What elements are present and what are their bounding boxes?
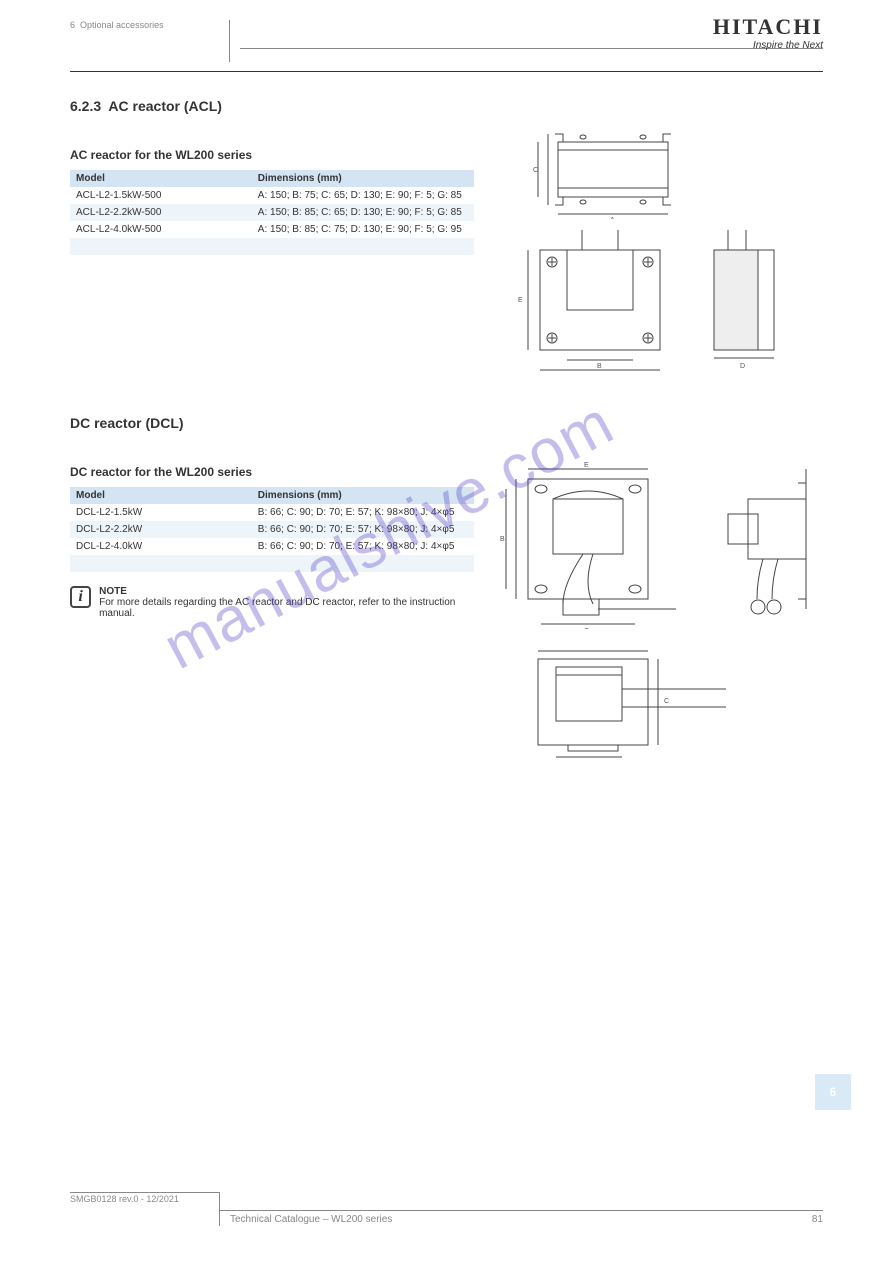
cell: DCL-L2-2.2kW [70,521,252,538]
acl-intro: AC reactor for the WL200 series [70,148,474,162]
dcl-diagram-bottom: D C [518,645,728,765]
section-heading: 6.2.3 AC reactor (ACL) [70,98,823,114]
brand-logo-text: HITACHI [713,14,823,40]
section-title-text: AC reactor (ACL) [108,98,222,114]
dcl-block: DC reactor for the WL200 series Model Di… [70,441,823,768]
info-icon: i [70,586,91,608]
header-chapter: 6 [70,20,75,30]
header-breadcrumb: 6 Optional accessories [70,20,230,62]
dcl-table: Model Dimensions (mm) DCL-L2-1.5kW B: 66… [70,487,474,572]
note-body: NOTE For more details regarding the AC r… [99,586,474,619]
col-model: Model [70,170,252,187]
brand-logo: HITACHI Inspire the Next [713,14,823,51]
svg-text:A: A [610,217,615,219]
page-header: 6 Optional accessories HITACHI Inspire t… [70,0,823,72]
table-row: ACL-L2-4.0kW-500 A: 150; B: 85; C: 75; D… [70,221,474,238]
svg-text:C: C [664,698,669,705]
col-model: Model [70,487,252,504]
cell: ACL-L2-4.0kW-500 [70,221,252,238]
acl-diagram-top: C A [528,124,688,219]
acl-left: AC reactor for the WL200 series Model Di… [70,124,474,373]
dcl-left: DC reactor for the WL200 series Model Di… [70,441,474,768]
cell: ACL-L2-2.2kW-500 [70,204,252,221]
page-content: 6.2.3 AC reactor (ACL) AC reactor for th… [0,72,893,768]
footer-rule [220,1210,823,1211]
acl-block: AC reactor for the WL200 series Model Di… [70,124,823,373]
table-row [70,238,474,255]
acl-diagram-side: D [698,228,798,373]
svg-text:C: C [533,167,538,174]
cell: DCL-L2-4.0kW [70,538,252,555]
svg-text:B: B [500,536,505,543]
col-dims: Dimensions (mm) [252,170,474,187]
acl-diagram-front: E B A [512,228,682,373]
svg-text:C: C [584,628,589,629]
table-row [70,555,474,572]
svg-text:E: E [518,297,523,304]
section-number: 6.2.3 [70,98,101,114]
table-header-row: Model Dimensions (mm) [70,170,474,187]
footer-code: SMGB0128 rev.0 - 12/2021 [70,1192,220,1226]
col-dims: Dimensions (mm) [252,487,474,504]
cell: A: 150; B: 85; C: 75; D: 130; E: 90; F: … [252,221,474,238]
dcl-diagram-side [708,459,828,629]
chapter-tab-number: 6 [815,1074,851,1110]
acl-table: Model Dimensions (mm) ACL-L2-1.5kW-500 A… [70,170,474,255]
cell: B: 66; C: 90; D: 70; E: 57; K: 98×80; J:… [252,504,474,521]
dcl-intro: DC reactor for the WL200 series [70,465,474,479]
svg-text:B: B [597,363,602,370]
chapter-tab: 6 [815,1074,851,1110]
cell: B: 66; C: 90; D: 70; E: 57; K: 98×80; J:… [252,521,474,538]
svg-text:D: D [740,363,745,370]
footer-page-number: 81 [812,1214,823,1225]
svg-text:E: E [584,462,589,469]
table-row: DCL-L2-2.2kW B: 66; C: 90; D: 70; E: 57;… [70,521,474,538]
cell: DCL-L2-1.5kW [70,504,252,521]
header-title: Optional accessories [80,20,164,30]
note-label: NOTE [99,586,474,597]
dcl-heading: DC reactor (DCL) [70,415,823,431]
cell: B: 66; C: 90; D: 70; E: 57; K: 98×80; J:… [252,538,474,555]
table-row: ACL-L2-2.2kW-500 A: 150; B: 85; C: 65; D… [70,204,474,221]
table-row: DCL-L2-1.5kW B: 66; C: 90; D: 70; E: 57;… [70,504,474,521]
acl-diagrams: C A [498,124,823,373]
note-block: i NOTE For more details regarding the AC… [70,586,474,619]
table-row: DCL-L2-4.0kW B: 66; C: 90; D: 70; E: 57;… [70,538,474,555]
cell: A: 150; B: 85; C: 65; D: 130; E: 90; F: … [252,204,474,221]
dcl-diagram-top: B (K) E C [498,459,678,629]
table-header-row: Model Dimensions (mm) [70,487,474,504]
cell: A: 150; B: 75; C: 65; D: 130; E: 90; F: … [252,187,474,204]
cell: ACL-L2-1.5kW-500 [70,187,252,204]
page-footer: SMGB0128 rev.0 - 12/2021 Technical Catal… [70,1192,823,1232]
table-row: ACL-L2-1.5kW-500 A: 150; B: 75; C: 65; D… [70,187,474,204]
brand-tagline: Inspire the Next [713,40,823,51]
footer-doc-title: Technical Catalogue – WL200 series [230,1214,392,1225]
dcl-diagrams: B (K) E C [498,441,828,768]
note-text: For more details regarding the AC reacto… [99,597,474,619]
